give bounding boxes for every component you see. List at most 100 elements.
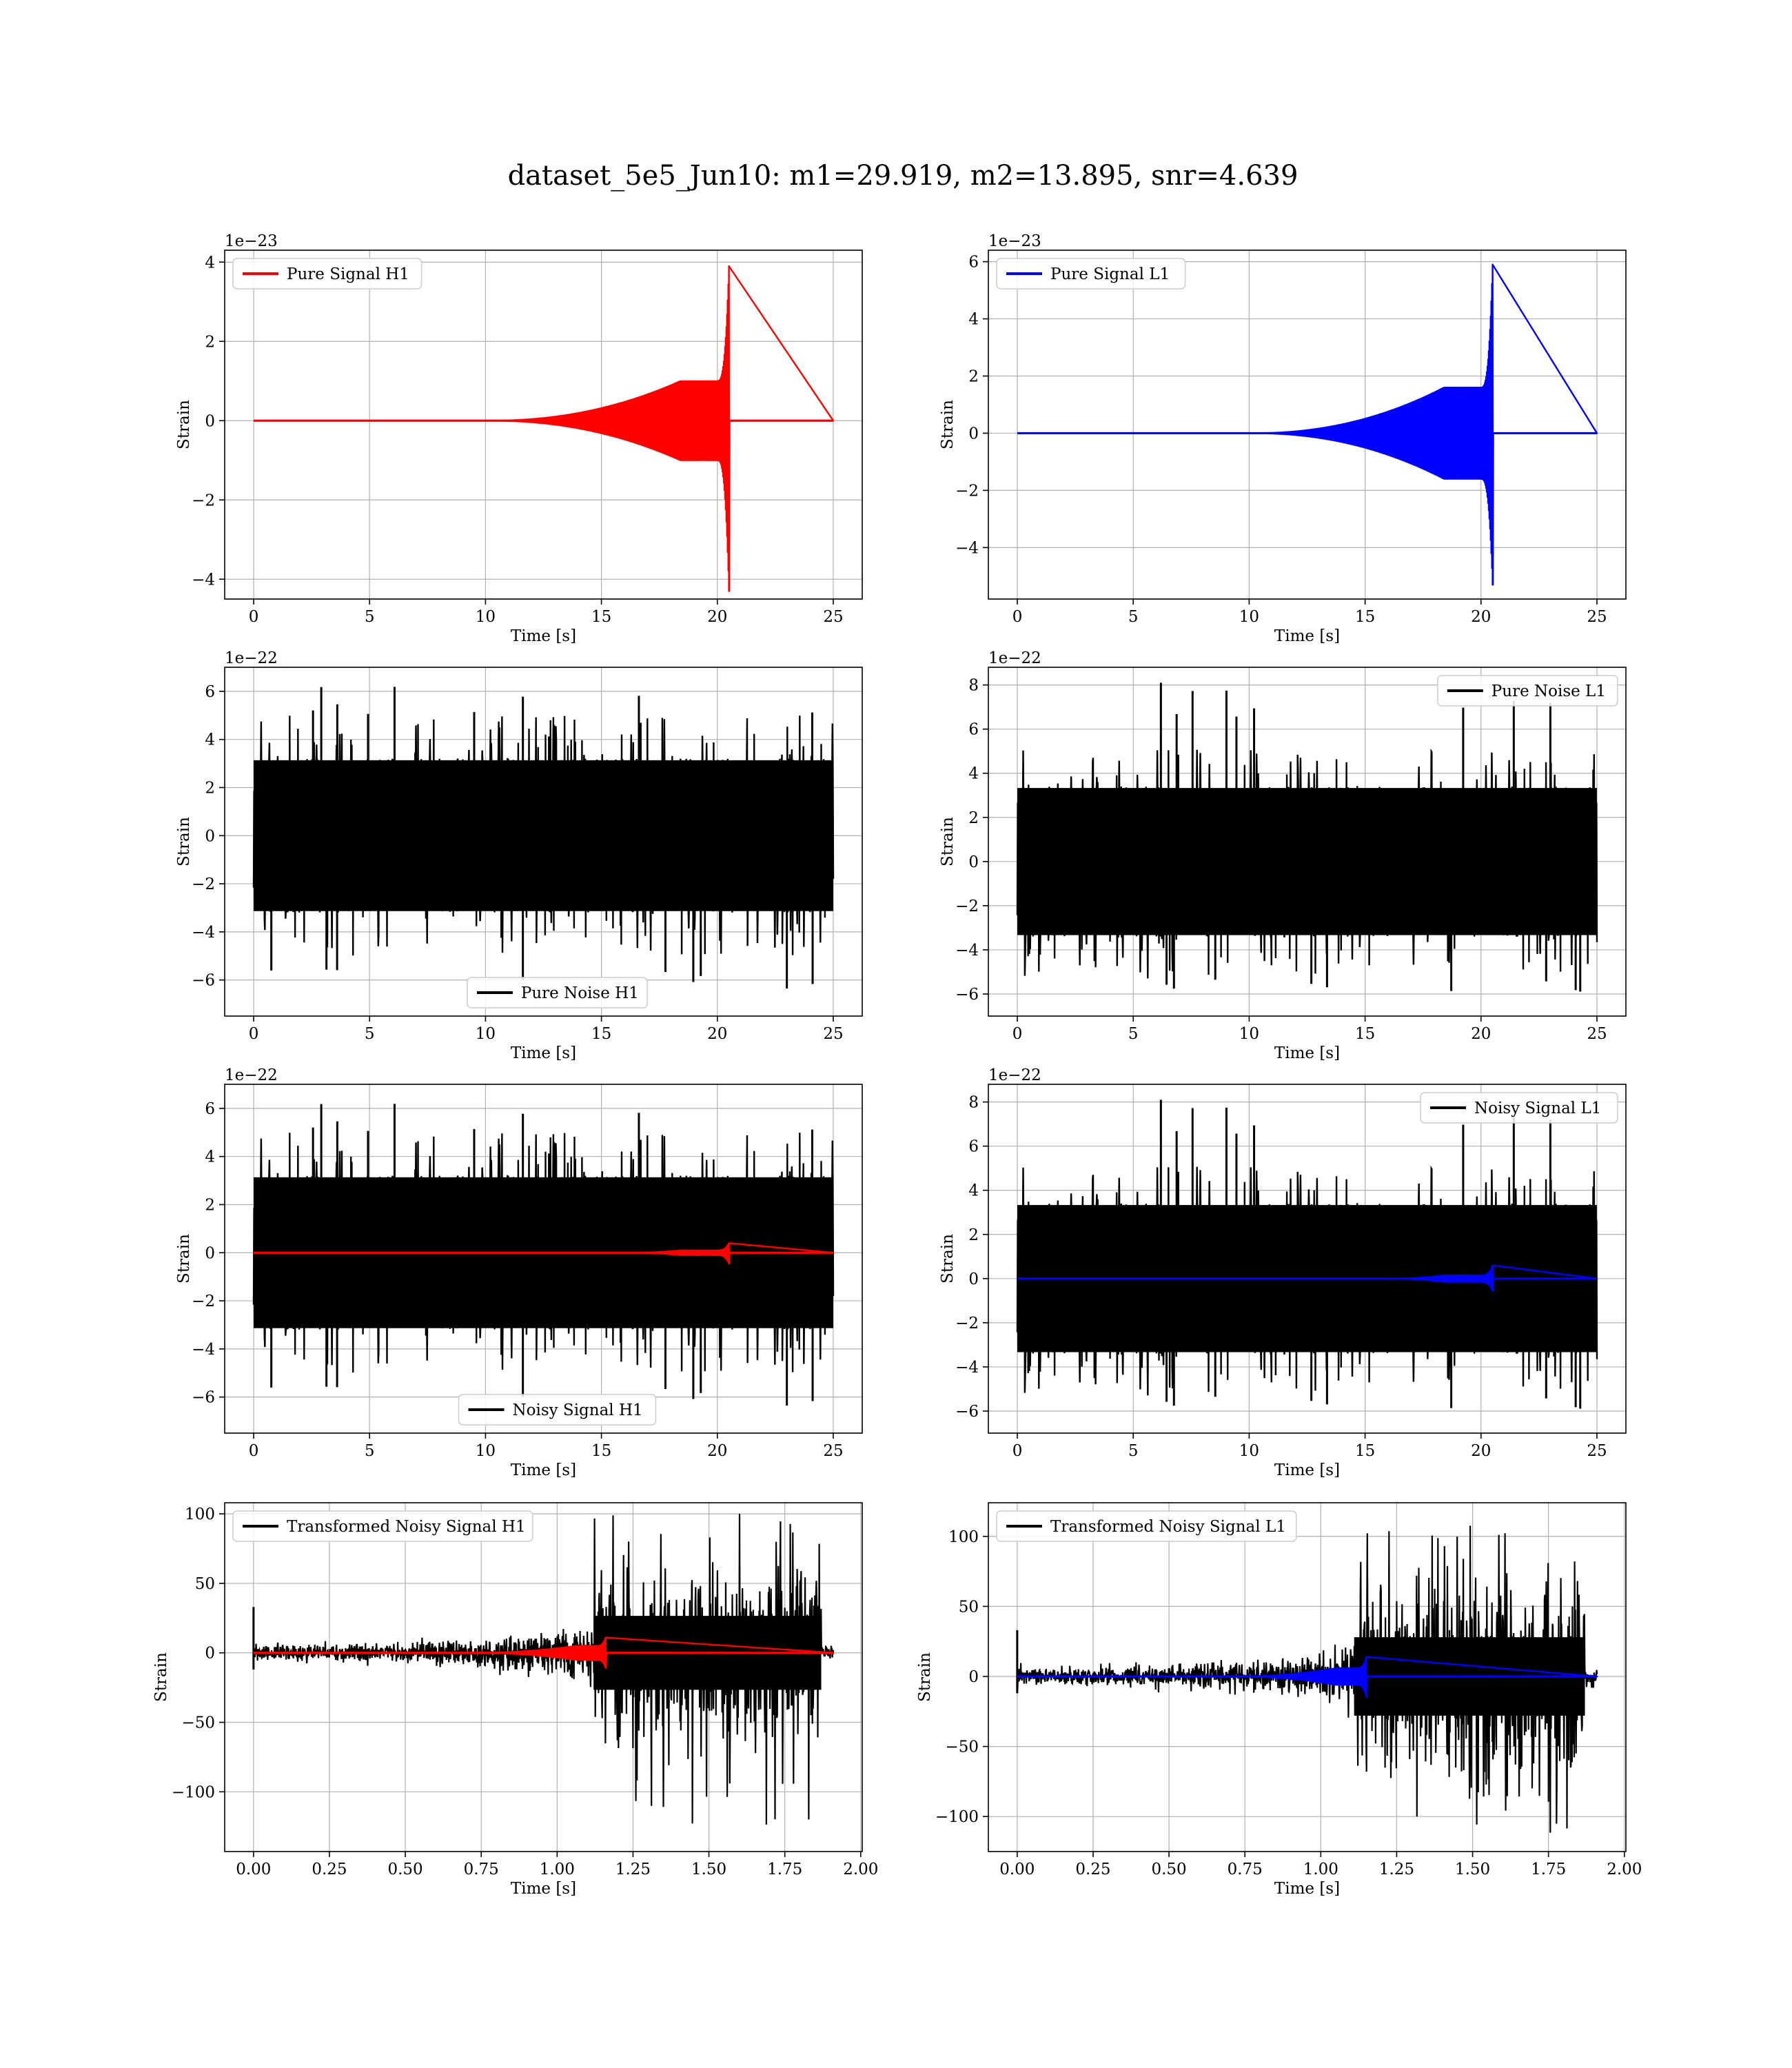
x-tick-label: 0.75 (1228, 1861, 1263, 1878)
y-axis-label: Strain (939, 400, 957, 449)
x-axis-label: Time [s] (1274, 1461, 1340, 1479)
y-tick-label: −2 (955, 898, 979, 915)
plot-area (252, 687, 835, 989)
pure-noise-h1-line-band (254, 760, 833, 911)
x-tick-label: 0.50 (387, 1861, 422, 1878)
y-tick-label: 8 (968, 677, 979, 695)
axes-frame (224, 250, 863, 600)
legend-label: Pure Noise L1 (1491, 682, 1606, 700)
x-tick-label: 5 (1128, 1442, 1139, 1460)
y-tick-label: 50 (959, 1598, 979, 1616)
y-tick-label: −4 (192, 1341, 215, 1359)
x-tick-label: 1.00 (1303, 1861, 1338, 1878)
y-tick-label: −4 (955, 942, 979, 960)
x-tick-label: 0.00 (236, 1861, 271, 1878)
x-tick-label: 1.75 (767, 1861, 802, 1878)
axes-frame (988, 667, 1627, 1017)
legend-box (1437, 675, 1618, 707)
y-tick-label: −2 (192, 1292, 215, 1310)
x-tick-label: 25 (823, 1025, 843, 1043)
y-tick-label: −2 (192, 491, 215, 509)
axis-offset-label: 1e−23 (988, 232, 1041, 250)
x-tick-label: 5 (365, 1025, 375, 1043)
pure-signal-h1-panel: 0 5 10 15 20 25 −4 −2 0 2 4 Time [s] Strain 1e−23 Pure… (175, 232, 863, 645)
legend-box (1420, 1092, 1618, 1124)
pure-signal-h1-line (253, 265, 835, 592)
y-tick-label: 0 (205, 1244, 215, 1262)
x-tick-label: 15 (1355, 1442, 1375, 1460)
legend: Pure Noise H1 (467, 977, 648, 1008)
y-tick-label: 50 (195, 1575, 215, 1593)
x-tick-label: 1.25 (1379, 1861, 1414, 1878)
x-tick-label: 10 (476, 1442, 496, 1460)
y-tick-label: 2 (968, 809, 979, 827)
y-tick-label: 6 (968, 721, 979, 739)
y-tick-label: 0 (968, 1270, 979, 1288)
plot-area (1017, 263, 1598, 586)
x-tick-label: 20 (707, 608, 727, 626)
y-tick-label: 2 (205, 779, 215, 797)
y-tick-label: 6 (205, 683, 215, 701)
legend: Noisy Signal L1 (1420, 1092, 1618, 1124)
y-axis-label: Strain (152, 1652, 170, 1702)
pure-noise-l1-line-band (1017, 788, 1597, 935)
y-tick-label: −6 (192, 1389, 215, 1407)
x-tick-label: 0.50 (1151, 1861, 1186, 1878)
y-tick-label: 4 (205, 731, 215, 749)
y-tick-label: −6 (955, 1403, 979, 1421)
legend-label: Noisy Signal H1 (513, 1401, 643, 1419)
x-tick-label: 0 (249, 1025, 259, 1043)
axis-offset-label: 1e−22 (225, 649, 278, 667)
x-tick-label: 10 (476, 1025, 496, 1043)
y-tick-label: 6 (968, 1138, 979, 1156)
y-axis-label: Strain (939, 1234, 957, 1284)
y-axis-label: Strain (939, 817, 957, 866)
x-tick-label: 0 (1012, 1442, 1023, 1460)
x-tick-label: 15 (591, 1442, 611, 1460)
pure-signal-l1-line (1017, 263, 1598, 586)
y-tick-label: 4 (968, 311, 979, 329)
y-tick-label: 100 (948, 1528, 979, 1546)
y-tick-label: 2 (968, 367, 979, 385)
noisy-signal-h1-panel: 0 5 10 15 20 25 −6 −4 −2 0 2 4 6 Time [s] Strain 1e−22 N… (175, 1066, 863, 1479)
y-tick-label: −4 (192, 924, 215, 942)
y-tick-label: −6 (192, 972, 215, 990)
x-tick-label: 25 (1587, 1442, 1607, 1460)
y-tick-label: −100 (935, 1808, 979, 1826)
y-tick-label: 0 (968, 853, 979, 871)
x-tick-label: 25 (823, 608, 843, 626)
y-tick-label: −50 (945, 1738, 979, 1756)
axis-offset-label: 1e−22 (225, 1066, 278, 1084)
x-tick-label: 5 (365, 1442, 375, 1460)
x-tick-label: 1.75 (1531, 1861, 1566, 1878)
plot-area (1016, 682, 1598, 992)
x-tick-label: 1.50 (1455, 1861, 1490, 1878)
plot-area (1016, 1525, 1598, 1833)
x-tick-label: 25 (823, 1442, 843, 1460)
y-tick-label: −50 (181, 1714, 215, 1732)
x-axis-label: Time [s] (511, 1044, 576, 1062)
legend-label: Noisy Signal L1 (1474, 1099, 1601, 1117)
y-axis-label: Strain (175, 1234, 193, 1284)
pure-noise-l1-panel: 0 5 10 15 20 25 −6 −4 −2 0 2 4 6 8 Time [s] Strain 1e−22… (939, 649, 1627, 1062)
legend-label: Transformed Noisy Signal L1 (1050, 1518, 1286, 1536)
x-tick-label: 15 (1355, 1025, 1375, 1043)
x-tick-label: 0.25 (312, 1861, 347, 1878)
legend: Transformed Noisy Signal L1 (996, 1510, 1297, 1542)
legend-label: Pure Noise H1 (521, 984, 639, 1002)
y-axis-label: Strain (175, 817, 193, 866)
x-tick-label: 2.00 (1607, 1861, 1642, 1878)
x-tick-label: 15 (591, 1025, 611, 1043)
pure-noise-h1-panel: 0 5 10 15 20 25 −6 −4 −2 0 2 4 6 Time [s] Strain 1e−22 P… (175, 649, 863, 1062)
x-tick-label: 0.00 (999, 1861, 1035, 1878)
axes-frame (988, 250, 1627, 600)
legend-box (996, 1510, 1297, 1542)
y-tick-label: 4 (205, 254, 215, 272)
y-tick-label: 4 (968, 1182, 979, 1200)
plot-area (252, 1514, 835, 1825)
legend-box (232, 1510, 533, 1542)
y-tick-label: −6 (955, 986, 979, 1004)
x-axis-label: Time [s] (511, 1461, 576, 1479)
y-tick-label: 6 (205, 1100, 215, 1118)
y-tick-label: 8 (968, 1094, 979, 1112)
